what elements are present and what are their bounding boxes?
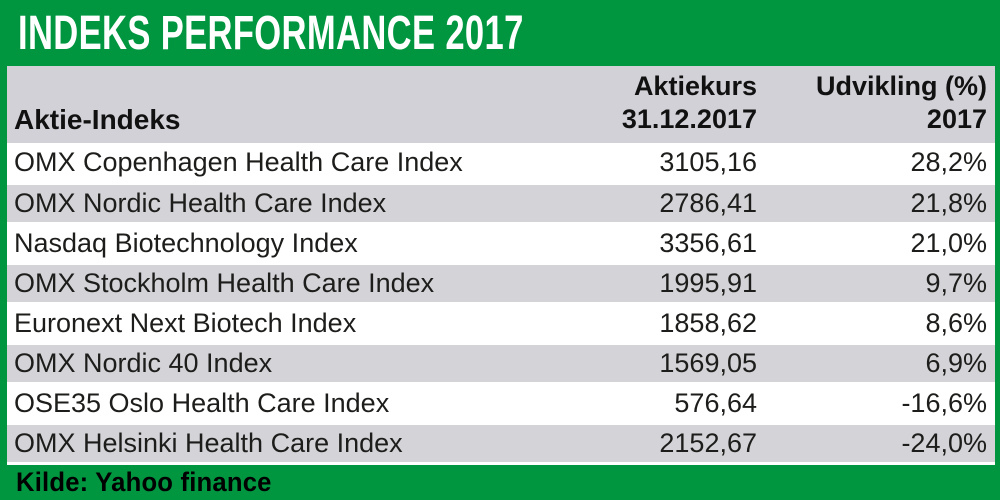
- index-price-cell: 2152,67: [557, 423, 757, 465]
- index-change-cell: -24,0%: [757, 423, 995, 465]
- table-body: OMX Copenhagen Health Care Index 3105,16…: [7, 143, 995, 465]
- table-row: Nasdaq Biotechnology Index 3356,61 21,0%: [7, 223, 995, 265]
- table-row: OSE35 Oslo Health Care Index 576,64 -16,…: [7, 383, 995, 425]
- table-header: Aktie-Indeks Aktiekurs 31.12.2017 Udvikl…: [7, 66, 995, 143]
- index-name-cell: OMX Stockholm Health Care Index: [7, 263, 557, 305]
- index-name-cell: OMX Copenhagen Health Care Index: [7, 143, 557, 185]
- source-attribution: Kilde: Yahoo finance: [16, 466, 272, 497]
- index-price-cell: 576,64: [557, 383, 757, 425]
- index-change-cell: 8,6%: [757, 303, 995, 345]
- column-header-aktie-indeks: Aktie-Indeks: [14, 104, 181, 135]
- index-performance-table: Aktie-Indeks Aktiekurs 31.12.2017 Udvikl…: [7, 66, 995, 465]
- index-change-cell: -16,6%: [757, 383, 995, 425]
- column-header-aktiekurs-line1: Aktiekurs: [633, 71, 757, 101]
- index-name-cell: OMX Nordic Health Care Index: [7, 183, 557, 225]
- table-row: OMX Helsinki Health Care Index 2152,67 -…: [7, 423, 995, 465]
- index-change-cell: 21,8%: [757, 183, 995, 225]
- footer-bar: Kilde: Yahoo finance: [7, 465, 995, 500]
- index-change-cell: 6,9%: [757, 343, 995, 385]
- index-name-cell: Euronext Next Biotech Index: [7, 303, 557, 345]
- column-header-aktiekurs: Aktiekurs 31.12.2017: [557, 66, 757, 143]
- table-row: OMX Nordic Health Care Index 2786,41 21,…: [7, 183, 995, 225]
- index-name-cell: Nasdaq Biotechnology Index: [7, 223, 557, 265]
- table-row: OMX Nordic 40 Index 1569,05 6,9%: [7, 343, 995, 385]
- index-change-cell: 28,2%: [757, 143, 995, 185]
- index-price-cell: 3105,16: [557, 143, 757, 185]
- index-name-cell: OSE35 Oslo Health Care Index: [7, 383, 557, 425]
- chart-title: INDEKS PERFORMANCE 2017: [18, 6, 524, 60]
- index-change-cell: 21,0%: [757, 223, 995, 265]
- index-price-cell: 1995,91: [557, 263, 757, 305]
- table-row: OMX Copenhagen Health Care Index 3105,16…: [7, 143, 995, 185]
- column-header-udvikling: Udvikling (%) 2017: [757, 66, 995, 143]
- column-header-udvikling-line2: 2017: [926, 104, 987, 134]
- index-price-cell: 3356,61: [557, 223, 757, 265]
- table-row: OMX Stockholm Health Care Index 1995,91 …: [7, 263, 995, 305]
- index-change-cell: 9,7%: [757, 263, 995, 305]
- index-price-cell: 2786,41: [557, 183, 757, 225]
- index-name-cell: OMX Nordic 40 Index: [7, 343, 557, 385]
- table-row: Euronext Next Biotech Index 1858,62 8,6%: [7, 303, 995, 345]
- index-name-cell: OMX Helsinki Health Care Index: [7, 423, 557, 465]
- column-header-udvikling-line1: Udvikling (%): [815, 71, 987, 101]
- table-header-row: Aktie-Indeks Aktiekurs 31.12.2017 Udvikl…: [7, 66, 995, 143]
- index-price-cell: 1858,62: [557, 303, 757, 345]
- column-header-aktiekurs-line2: 31.12.2017: [621, 104, 757, 134]
- title-bar: INDEKS PERFORMANCE 2017: [7, 0, 995, 66]
- index-price-cell: 1569,05: [557, 343, 757, 385]
